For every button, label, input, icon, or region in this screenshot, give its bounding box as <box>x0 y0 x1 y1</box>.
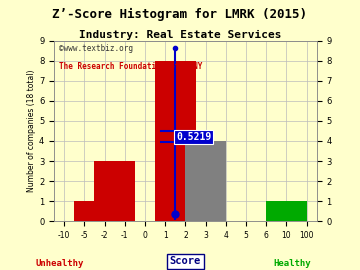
Text: The Research Foundation of SUNY: The Research Foundation of SUNY <box>59 62 203 72</box>
Text: Healthy: Healthy <box>274 259 311 268</box>
Text: Z’-Score Histogram for LMRK (2015): Z’-Score Histogram for LMRK (2015) <box>53 8 307 21</box>
Bar <box>185 141 226 221</box>
Bar <box>266 201 287 221</box>
Bar <box>74 201 94 221</box>
Bar <box>94 161 135 221</box>
Bar <box>155 60 195 221</box>
Text: Industry: Real Estate Services: Industry: Real Estate Services <box>79 30 281 40</box>
Text: Score: Score <box>170 256 201 266</box>
Bar <box>287 201 307 221</box>
Text: ©www.textbiz.org: ©www.textbiz.org <box>59 44 133 53</box>
Text: 0.5219: 0.5219 <box>176 131 212 141</box>
Y-axis label: Number of companies (18 total): Number of companies (18 total) <box>27 70 36 192</box>
Text: Unhealthy: Unhealthy <box>36 259 84 268</box>
